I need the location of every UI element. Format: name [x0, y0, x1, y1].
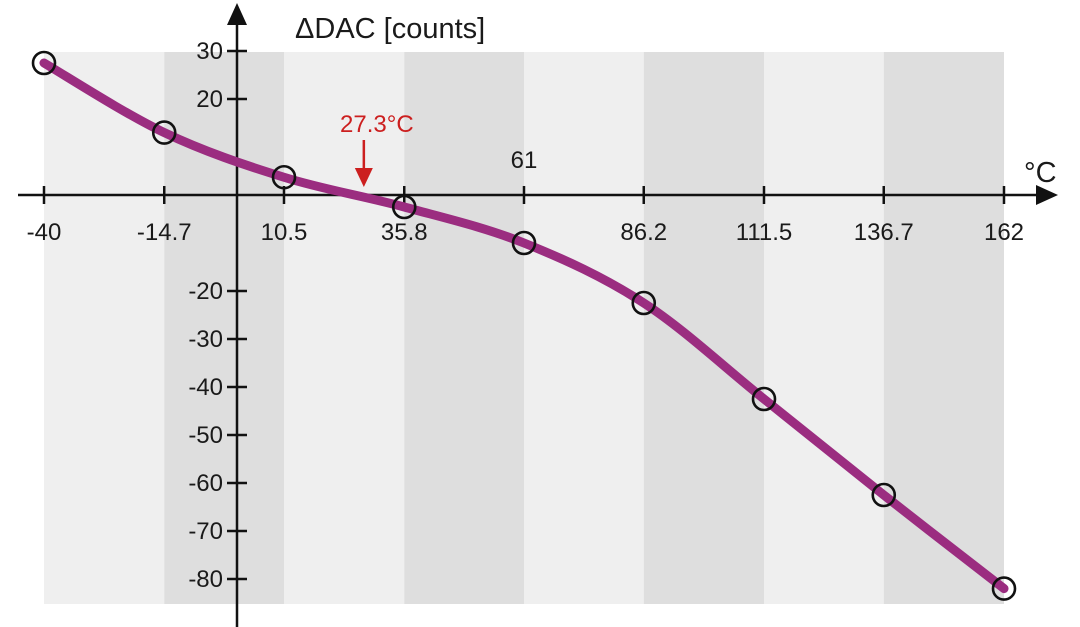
data-points	[31, 50, 1017, 601]
x-tick-label: 61	[511, 147, 538, 174]
data-point-1	[151, 120, 177, 145]
y-tick-label: -60	[188, 470, 223, 497]
y-axis-arrow	[227, 3, 247, 25]
data-point-8	[991, 576, 1017, 601]
x-tick-label: 86.2	[620, 219, 667, 246]
band-6	[764, 52, 884, 604]
data-point-3	[391, 194, 417, 220]
x-tick-label: 162	[984, 219, 1024, 246]
y-tick-label: -80	[188, 566, 223, 593]
x-axis-arrow	[1036, 185, 1058, 205]
axes	[18, 3, 1058, 627]
band-5	[643, 52, 764, 604]
band-7	[883, 52, 1004, 604]
x-axis-title: °C	[1024, 157, 1057, 189]
y-tick-label: -70	[188, 518, 223, 545]
y-tick-label: 30	[196, 38, 223, 65]
x-axis-ticks: -40 -14.7 10.5 35.8 61 86.2 111.5 136.7 162	[27, 147, 1024, 246]
annotation: 27.3°C	[340, 111, 414, 187]
y-axis-ticks: 30 20 -20 -30 -40 -50 -60 -70 -80	[188, 38, 247, 593]
x-tick-label: -14.7	[137, 219, 192, 246]
data-point-6	[751, 386, 777, 412]
band-1	[164, 52, 284, 604]
y-tick-label: -40	[188, 374, 223, 401]
band-0	[44, 52, 165, 604]
x-tick-label: 10.5	[261, 219, 308, 246]
data-point-7	[871, 482, 897, 508]
y-tick-label: -50	[188, 422, 223, 449]
data-point-5	[631, 290, 657, 316]
data-point-2	[271, 164, 297, 190]
data-point-0	[31, 50, 57, 76]
series-line	[39, 58, 1009, 594]
data-point-4	[511, 230, 537, 256]
x-tick-label: 136.7	[854, 219, 914, 246]
annotation-label: 27.3°C	[340, 111, 414, 138]
y-tick-label: -30	[188, 326, 223, 353]
band-4	[524, 52, 644, 604]
x-tick-label: -40	[27, 219, 62, 246]
x-tick-label: 35.8	[381, 219, 428, 246]
x-tick-label: 111.5	[736, 219, 793, 246]
annotation-arrow-head	[354, 168, 373, 187]
band-2	[284, 52, 405, 604]
y-axis-title: ΔDAC [counts]	[295, 13, 485, 45]
y-tick-label: -20	[188, 278, 223, 305]
band-3	[404, 52, 524, 604]
y-tick-label: 20	[196, 86, 223, 113]
